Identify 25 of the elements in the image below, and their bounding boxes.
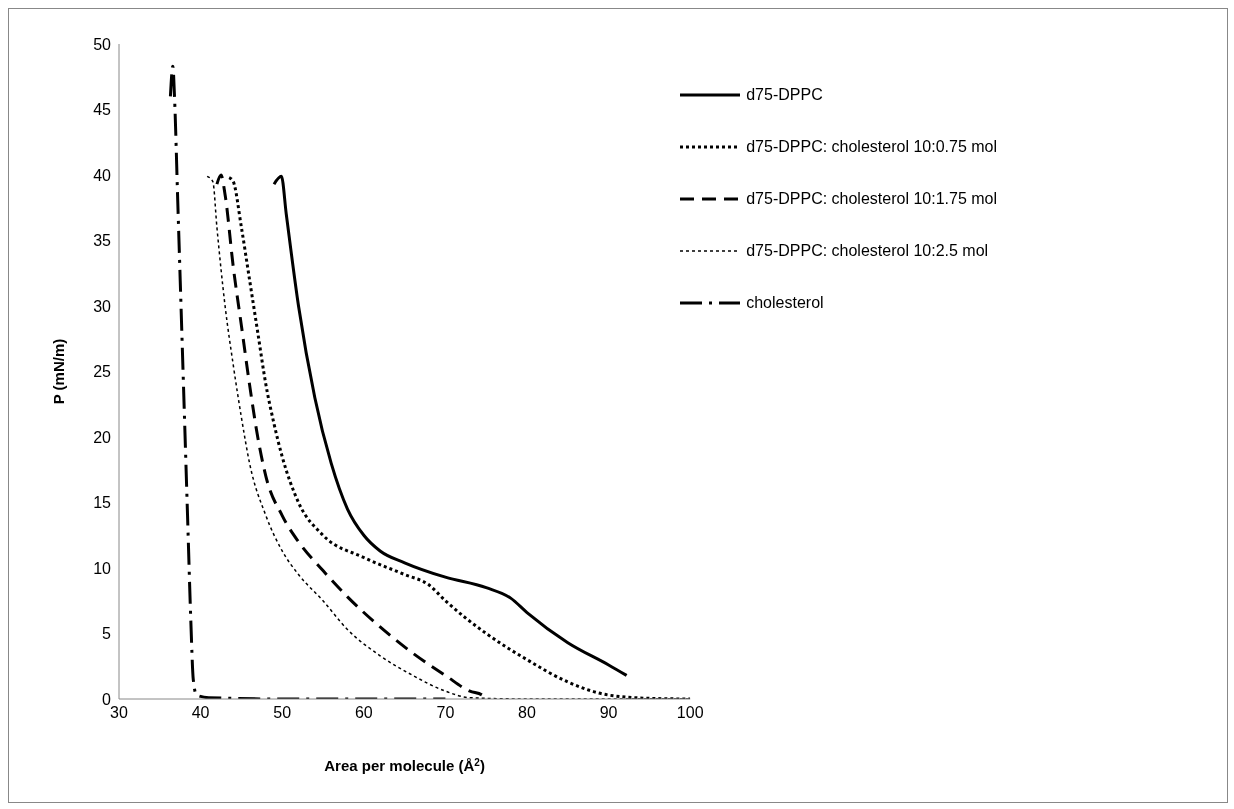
y-tick-label: 25 [93, 363, 112, 381]
y-tick-label: 45 [93, 101, 112, 119]
legend-label: d75-DPPC: cholesterol 10:2.5 mol [746, 241, 989, 261]
x-axis-title: Area per molecule (Å$^{2}$) [324, 756, 485, 774]
x-tick-label: 50 [273, 704, 292, 722]
legend-label: d75-DPPC: cholesterol 10:1.75 mol [746, 189, 997, 209]
x-tick-label: 40 [191, 704, 210, 722]
y-tick-label: 10 [93, 559, 112, 577]
y-tick-label: 35 [93, 232, 112, 250]
x-tick-label: 100 [676, 704, 704, 722]
x-tick-label: 70 [436, 704, 455, 722]
x-tick-label: 80 [518, 704, 536, 722]
y-tick-label: 0 [102, 690, 112, 708]
legend-label: cholesterol [746, 293, 824, 313]
legend-label: d75-DPPC: cholesterol 10:0.75 mol [746, 137, 997, 157]
y-tick-label: 20 [93, 428, 112, 446]
y-tick-label: 40 [93, 166, 112, 184]
y-tick-label: 5 [102, 625, 112, 643]
y-tick-label: 30 [93, 297, 112, 315]
y-axis-title: P (mN/m) [50, 338, 68, 405]
legend-label: d75-DPPC [746, 85, 823, 105]
x-tick-label: 90 [599, 704, 618, 722]
y-tick-label: 15 [93, 494, 112, 512]
y-tick-label: 50 [93, 35, 112, 53]
x-tick-label: 60 [354, 704, 373, 722]
